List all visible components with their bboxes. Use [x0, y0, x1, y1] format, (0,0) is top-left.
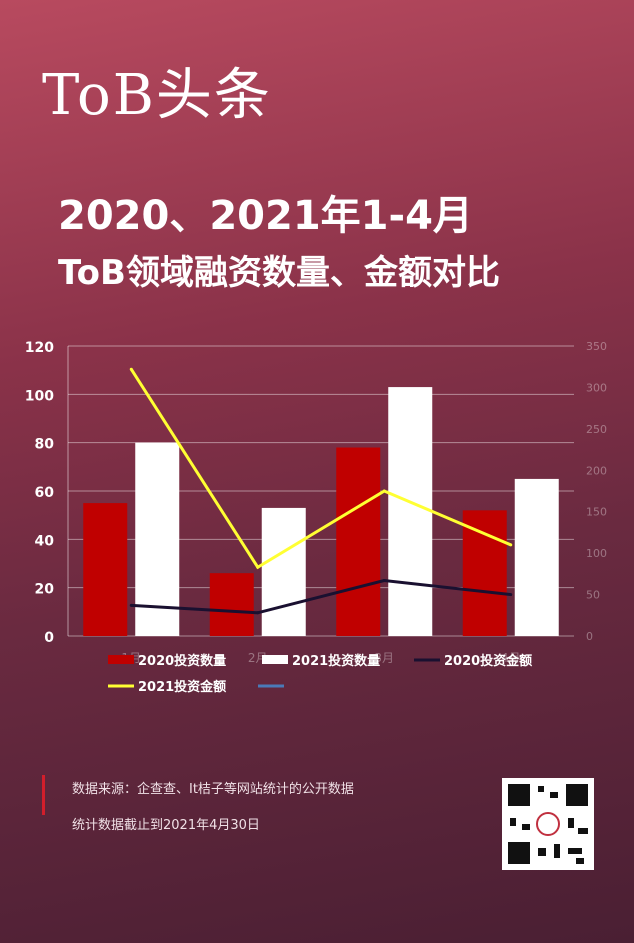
y-right-tick-label: 300 — [586, 381, 607, 394]
qr-code[interactable] — [502, 778, 594, 870]
y-left-tick-label: 120 — [25, 340, 54, 356]
legend-label: 2020投资金额 — [444, 653, 532, 669]
y-left-tick-label: 20 — [35, 582, 55, 598]
legend-label: 2021投资金额 — [138, 679, 226, 695]
line-2020 — [131, 578, 511, 615]
line-point — [382, 578, 386, 582]
y-left-tick-label: 80 — [35, 437, 55, 453]
data-source-note: 数据来源：企查查、It桔子等网站统计的公开数据 — [72, 782, 354, 797]
y-left-tick-label: 40 — [35, 533, 55, 549]
y-right-tick-label: 0 — [586, 630, 593, 643]
qr-logo-badge — [536, 812, 560, 836]
legend-label: 2020投资数量 — [138, 653, 226, 669]
line-point — [129, 603, 133, 607]
y-right-tick-label: 200 — [586, 464, 607, 477]
line-point — [382, 489, 386, 493]
legend-swatch — [108, 655, 134, 664]
legend-label: 2021投资数量 — [292, 653, 380, 669]
y-right-tick-label: 50 — [586, 589, 600, 602]
bar-2020 — [462, 510, 507, 636]
line-point — [129, 367, 133, 371]
bar-2021 — [514, 478, 559, 636]
data-cutoff-note: 统计数据截止到2021年4月30日 — [72, 818, 260, 833]
bar-2020 — [336, 447, 381, 636]
y-right-tick-label: 100 — [586, 547, 607, 560]
bar-2021 — [135, 442, 180, 636]
y-right-tick-label: 350 — [586, 340, 607, 353]
line-2021 — [129, 368, 512, 570]
page-subtitle: ToB领域融资数量、金额对比 — [58, 253, 500, 293]
brand-logo: ToB头条 — [42, 63, 272, 128]
line-point — [256, 611, 260, 615]
footer-accent-bar — [42, 775, 45, 815]
line-point — [256, 565, 260, 569]
y-right-tick-label: 150 — [586, 506, 607, 519]
bar-2020 — [83, 503, 128, 636]
x-tick-label: 4月 — [501, 651, 521, 665]
line-point — [509, 543, 513, 547]
page-title: 2020、2021年1-4月 — [58, 193, 473, 239]
line-point — [509, 593, 513, 597]
x-tick-label: 3月 — [374, 651, 394, 665]
legend-swatch — [262, 655, 288, 664]
bar-2020 — [209, 573, 254, 636]
y-left-tick-label: 100 — [25, 388, 54, 404]
y-left-tick-label: 0 — [44, 630, 54, 646]
combo-chart: 0204060801001200501001502002503003501月2月… — [25, 340, 607, 695]
y-left-tick-label: 60 — [35, 485, 55, 501]
y-right-tick-label: 250 — [586, 423, 607, 436]
bar-2021 — [261, 507, 306, 636]
bar-2021 — [388, 387, 433, 636]
